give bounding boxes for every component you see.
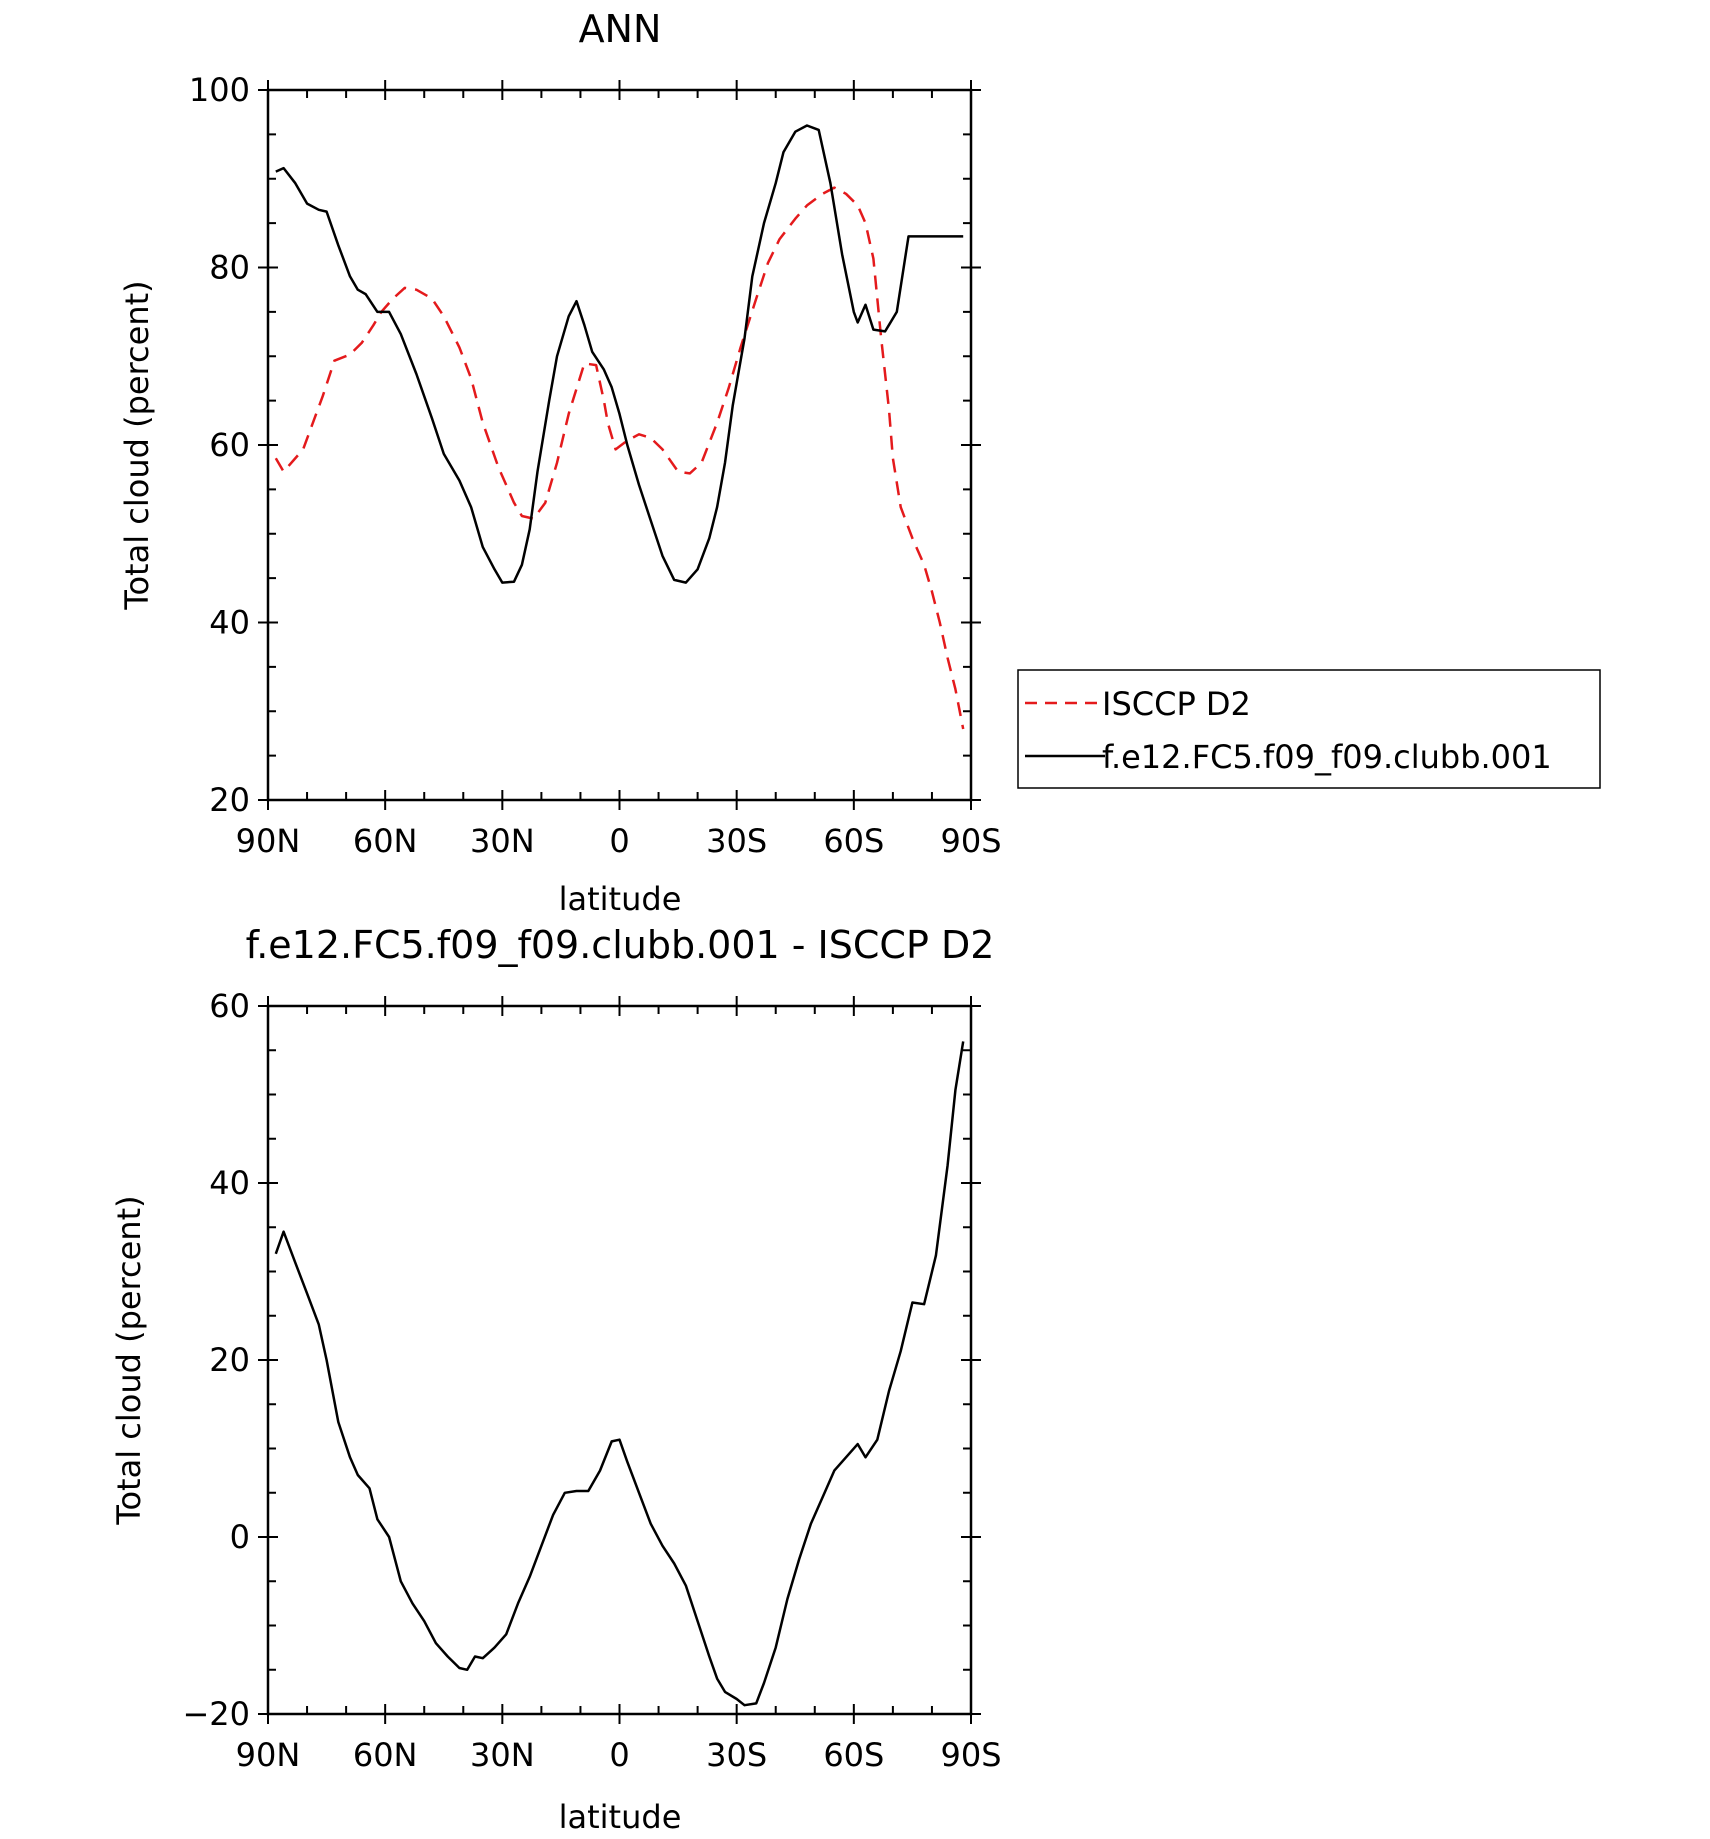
y-tick-label: 100 (189, 71, 250, 109)
top-ticks: 20 40 60 80 100 90N 60N 30N 0 30S 60S 90S (189, 71, 1002, 860)
y-tick-label: 40 (209, 604, 250, 642)
y-tick-label: 40 (209, 1164, 250, 1202)
legend: ISCCP D2 f.e12.FC5.f09_f09.clubb.001 (1017, 669, 1601, 789)
top-series-lines (274, 124, 965, 730)
legend-label-isccp: ISCCP D2 (1102, 685, 1251, 723)
series-line-clubb (275, 124, 964, 584)
x-tick-label: 60N (353, 822, 418, 860)
x-tick-label: 90S (940, 1736, 1001, 1774)
y-tick-label: 20 (209, 781, 250, 819)
x-tick-label: 90N (236, 822, 301, 860)
x-tick-label: 30N (470, 1736, 535, 1774)
bottom-series-lines (274, 1041, 965, 1707)
y-tick-label: 60 (209, 987, 250, 1025)
x-tick-label: 30S (706, 822, 767, 860)
x-tick-label: 0 (609, 1736, 629, 1774)
legend-label-clubb: f.e12.FC5.f09_f09.clubb.001 (1102, 738, 1552, 776)
series-line-clubb-diff (274, 1041, 965, 1707)
top-y-axis-label: Total cloud (percent) (118, 280, 156, 610)
top-x-axis-label: latitude (559, 880, 682, 918)
x-tick-label: 90S (940, 822, 1001, 860)
x-tick-label: 60S (823, 1736, 884, 1774)
bottom-x-axis-label: latitude (559, 1798, 682, 1836)
top-title: ANN (579, 7, 662, 51)
x-tick-label: 90N (236, 1736, 301, 1774)
top-panel: ANN Total cloud (percent) latitude 20 40 6… (118, 7, 1002, 918)
bottom-y-axis-label: Total cloud (percent) (110, 1195, 148, 1525)
y-tick-label: 60 (209, 426, 250, 464)
y-tick-label: 20 (209, 1341, 250, 1379)
x-tick-label: 60N (353, 1736, 418, 1774)
x-tick-label: 0 (609, 822, 629, 860)
bottom-panel: f.e12.FC5.f09_f09.clubb.001 - ISCCP D2 T… (110, 923, 1002, 1836)
x-tick-label: 30S (706, 1736, 767, 1774)
x-tick-label: 60S (823, 822, 884, 860)
y-tick-label: 80 (209, 249, 250, 287)
series-line-isccp (274, 186, 965, 730)
legend-box (1017, 669, 1601, 789)
y-tick-label: −20 (182, 1695, 250, 1733)
bottom-plot-frame (266, 1004, 973, 1716)
y-tick-label: 0 (230, 1518, 250, 1556)
bottom-title: f.e12.FC5.f09_f09.clubb.001 - ISCCP D2 (246, 923, 995, 967)
bottom-ticks: −20 0 20 40 60 90N 60N 30N 0 30S 60S 90S (182, 987, 1001, 1774)
x-tick-label: 30N (470, 822, 535, 860)
